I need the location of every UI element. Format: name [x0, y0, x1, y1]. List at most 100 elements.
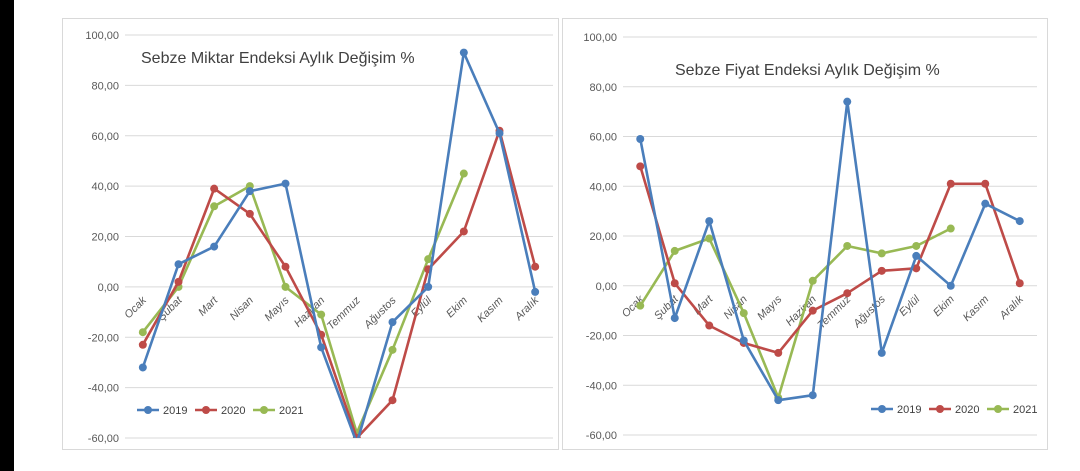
legend-marker-2019 [878, 405, 886, 413]
series-line-2019 [639, 100, 1021, 402]
y-tick-label: 100,00 [85, 30, 119, 42]
data-point-2020 [705, 321, 714, 330]
y-tick-label: -40,00 [586, 380, 617, 392]
y-tick-label: 80,00 [91, 80, 119, 92]
data-point-2019 [912, 251, 921, 260]
y-tick-label: 100,00 [583, 32, 617, 44]
legend-marker-2021 [994, 405, 1002, 413]
data-point-2021 [138, 328, 147, 337]
data-point-2021 [636, 301, 645, 310]
legend-marker-2021 [260, 406, 268, 414]
data-point-2019 [739, 336, 748, 345]
x-tick-label: Mayıs [755, 293, 785, 323]
x-tick-label: Mayıs [262, 294, 292, 324]
data-point-2021 [210, 202, 219, 211]
y-tick-label: 0,00 [596, 281, 617, 293]
data-point-2020 [459, 227, 468, 236]
chart-miktar: 100,00 80,00 60,00 40,00 20,00 0,00 -20,00 -40,… [85, 30, 553, 447]
series-line-2020 [141, 129, 537, 438]
data-point-2019 [774, 396, 783, 405]
series-2019 [636, 97, 1024, 405]
data-point-2019 [705, 217, 714, 226]
y-tick-label: -60,00 [586, 430, 617, 442]
legend-label-2020: 2020 [955, 404, 979, 416]
data-point-2020 [843, 289, 852, 298]
data-point-2019 [531, 287, 540, 296]
data-point-2019 [670, 314, 679, 323]
legend-label-2019: 2019 [897, 404, 921, 416]
data-point-2021 [317, 310, 326, 319]
y-tick-label: 80,00 [589, 82, 617, 94]
data-point-2019 [636, 134, 645, 143]
data-point-2019 [424, 282, 433, 291]
legend: 2019 2020 2021 [137, 405, 303, 417]
data-point-2019 [353, 439, 361, 447]
x-tick-label: Ekim [444, 295, 470, 321]
y-tick-label: 20,00 [91, 232, 119, 244]
data-point-2021 [843, 241, 852, 250]
x-tick-label: Mart [196, 294, 221, 319]
data-point-2020 [388, 396, 397, 405]
data-point-2020 [210, 184, 219, 193]
chart-fiyat: 100,00 80,00 60,00 40,00 20,00 0,00 -20,00 -40,… [583, 32, 1037, 442]
legend-label-2021: 2021 [1013, 404, 1037, 416]
data-point-2020 [670, 279, 679, 288]
x-tick-label: Ağustos [361, 294, 399, 332]
data-point-2021 [459, 169, 468, 178]
series-2020 [138, 126, 540, 438]
y-axis: 100,00 80,00 60,00 40,00 20,00 0,00 -20,00 -40,… [583, 32, 617, 442]
data-point-2019 [174, 260, 183, 269]
legend-marker-2020 [202, 406, 210, 414]
x-tick-label: Nisan [228, 295, 256, 323]
data-point-2019 [981, 199, 990, 208]
x-tick-label: Ağustos [851, 293, 889, 331]
data-point-2019 [388, 318, 397, 327]
legend-marker-2020 [936, 405, 944, 413]
y-tick-label: -60,00 [88, 433, 119, 445]
x-tick-label: Ocak [122, 294, 149, 321]
data-point-2021 [705, 234, 714, 243]
legend-marker-2019 [144, 406, 152, 414]
legend-label-2021: 2021 [279, 405, 303, 417]
chart-miktar-panel: 100,00 80,00 60,00 40,00 20,00 0,00 -20,00 -40,… [62, 18, 559, 450]
data-point-2019 [1015, 217, 1024, 226]
data-point-2020 [808, 306, 817, 315]
data-point-2019 [877, 348, 886, 357]
data-point-2021 [808, 276, 817, 285]
series-group [138, 48, 540, 447]
series-group [636, 97, 1024, 405]
y-tick-label: 60,00 [91, 131, 119, 143]
x-tick-label: Kasım [475, 295, 506, 326]
x-tick-label: Aralık [512, 294, 541, 323]
data-point-2020 [138, 340, 147, 349]
data-point-2020 [531, 262, 540, 271]
data-point-2019 [495, 129, 504, 138]
data-point-2020 [877, 266, 886, 275]
data-point-2021 [670, 246, 679, 255]
y-tick-label: 60,00 [589, 132, 617, 144]
x-tick-label: Temmuz [325, 294, 363, 332]
data-point-2021 [424, 255, 433, 264]
data-point-2020 [245, 209, 254, 218]
y-tick-label: -40,00 [88, 383, 119, 395]
data-point-2019 [946, 281, 955, 290]
data-point-2019 [245, 187, 254, 196]
data-point-2020 [636, 162, 645, 171]
data-point-2021 [946, 224, 955, 233]
chart-title: Sebze Fiyat Endeksi Aylık Değişim % [675, 62, 940, 79]
legend-label-2019: 2019 [163, 405, 187, 417]
y-tick-label: 40,00 [91, 181, 119, 193]
x-tick-label: Mart [691, 293, 716, 318]
data-point-2021 [739, 309, 748, 318]
series-line-2021 [639, 227, 952, 399]
data-point-2021 [912, 241, 921, 250]
data-point-2020 [281, 262, 290, 271]
legend-label-2020: 2020 [221, 405, 245, 417]
data-point-2020 [174, 277, 183, 286]
data-point-2019 [138, 363, 147, 372]
x-tick-label: Aralık [997, 293, 1026, 322]
y-tick-label: 20,00 [589, 231, 617, 243]
data-point-2020 [1015, 279, 1024, 288]
series-line-2019 [141, 51, 537, 438]
data-point-2020 [946, 179, 955, 188]
